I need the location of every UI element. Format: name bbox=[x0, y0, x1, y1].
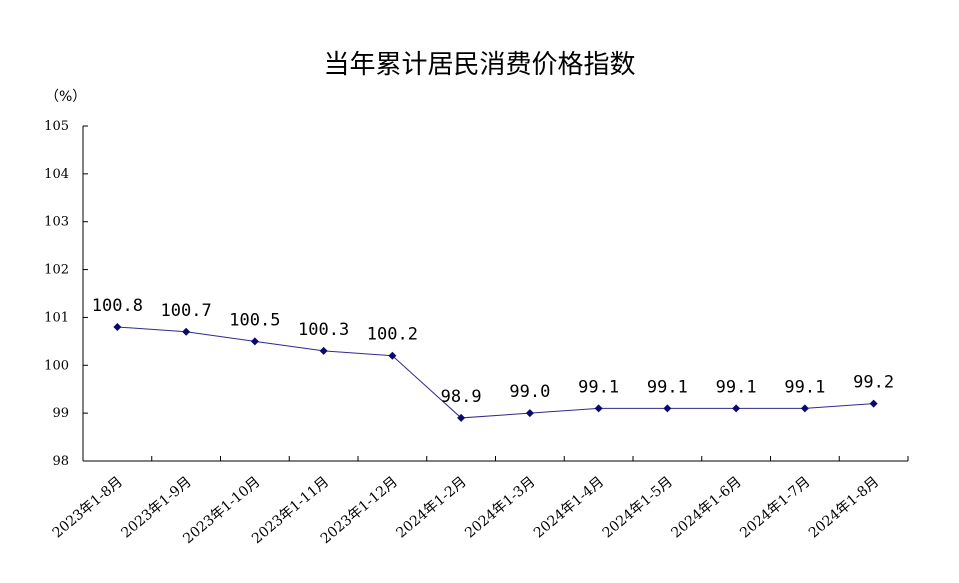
y-tick-label: 105 bbox=[44, 119, 69, 134]
data-label: 100.7 bbox=[161, 301, 212, 321]
y-tick-label: 102 bbox=[44, 263, 69, 278]
data-point bbox=[319, 346, 328, 355]
data-label: 99.2 bbox=[853, 373, 894, 393]
data-point bbox=[732, 404, 741, 413]
data-label: 99.1 bbox=[716, 377, 757, 397]
y-tick-label: 101 bbox=[44, 310, 69, 325]
x-tick-label: 2024年1-6月 bbox=[668, 474, 744, 542]
series-line bbox=[117, 326, 874, 419]
data-label: 99.1 bbox=[647, 377, 688, 397]
y-tick-label: 103 bbox=[44, 215, 69, 230]
x-tick-label: 2024年1-8月 bbox=[806, 474, 882, 542]
data-label: 99.1 bbox=[784, 377, 825, 397]
x-tick-label: 2024年1-3月 bbox=[462, 474, 538, 542]
y-tick-label: 98 bbox=[52, 454, 69, 469]
y-tick-label: 104 bbox=[44, 167, 69, 182]
data-point bbox=[663, 404, 672, 413]
data-point bbox=[388, 351, 397, 360]
data-point bbox=[869, 399, 878, 408]
y-axis-unit-label: （%） bbox=[45, 89, 87, 105]
data-point bbox=[457, 413, 466, 422]
y-tick-label: 100 bbox=[44, 358, 69, 373]
y-tick-label: 99 bbox=[52, 406, 69, 421]
data-label: 99.1 bbox=[578, 377, 619, 397]
x-tick-label: 2023年1-8月 bbox=[50, 474, 126, 542]
x-tick-label: 2024年1-4月 bbox=[531, 474, 607, 542]
data-label: 100.8 bbox=[92, 296, 143, 316]
x-tick-label: 2024年1-5月 bbox=[600, 474, 676, 542]
chart-title: 当年累计居民消费价格指数 bbox=[323, 50, 636, 80]
data-point bbox=[594, 404, 603, 413]
data-point bbox=[525, 409, 534, 418]
data-point bbox=[800, 404, 809, 413]
data-label: 100.3 bbox=[298, 320, 349, 340]
x-tick-label: 2024年1-2月 bbox=[393, 474, 469, 542]
data-label: 98.9 bbox=[441, 387, 482, 407]
data-point bbox=[250, 337, 259, 346]
data-point bbox=[182, 327, 191, 336]
data-label: 100.5 bbox=[229, 310, 280, 330]
data-label: 100.2 bbox=[367, 325, 418, 345]
x-tick-label: 2024年1-7月 bbox=[737, 474, 813, 542]
data-point bbox=[113, 323, 122, 331]
data-label: 99.0 bbox=[509, 382, 550, 402]
